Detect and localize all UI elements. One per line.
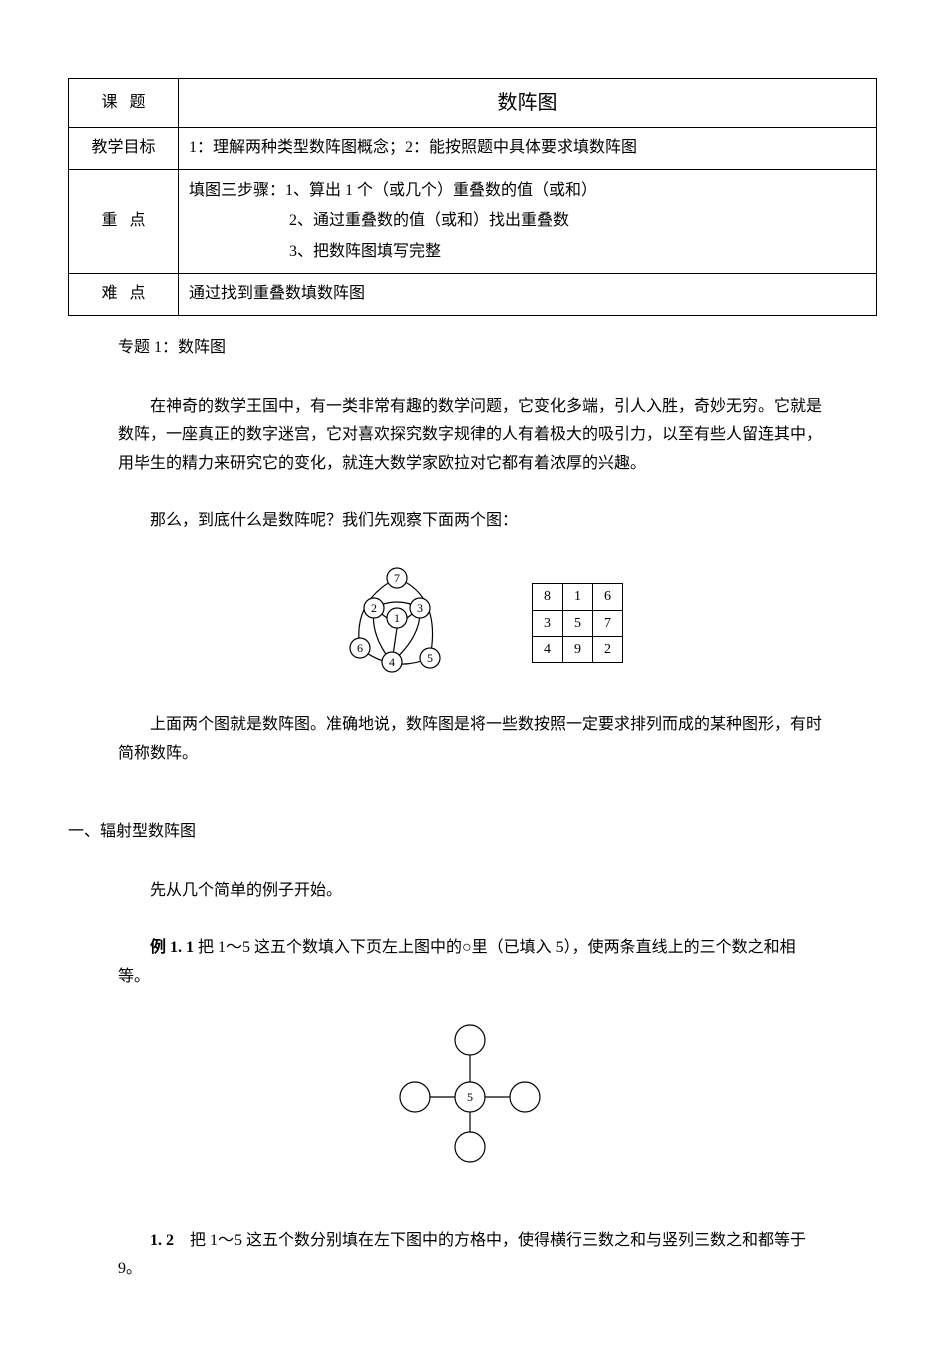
lesson-meta-table: 课题 数阵图 教学目标 1：理解两种类型数阵图概念；2：能按照题中具体要求填数阵… [68,78,877,316]
section-1-title: 一、辐射型数阵图 [68,818,827,847]
magic-cell: 6 [593,584,623,610]
diagram-node-label: 3 [417,601,423,615]
magic-cell: 2 [593,636,623,662]
zhongdian-text: 填图三步骤：1、算出 1 个（或几个）重叠数的值（或和） 2、通过重叠数的值（或… [179,169,877,273]
zhongdian-line-1: 2、通过重叠数的值（或和）找出重叠数 [189,206,866,236]
cross-node [455,1025,485,1055]
mubiao-text: 1：理解两种类型数阵图概念；2：能按照题中具体要求填数阵图 [179,128,877,170]
cross-node [400,1082,430,1112]
cross-diagram: 5 [390,1022,555,1167]
keti-label: 课题 [69,79,179,128]
diagram-node-label: 2 [371,601,377,615]
content-body: 专题 1：数阵图 在神奇的数学王国中，有一类非常有趣的数学问题，它变化多端，引人… [68,334,877,1284]
diagram-node-label: 4 [389,655,395,669]
zhongdian-line-2: 3、把数阵图填写完整 [189,237,866,267]
diagram-node-label: 6 [357,641,363,655]
magic-cell: 4 [533,636,563,662]
intro-paragraph-1: 在神奇的数学王国中，有一类非常有趣的数学问题，它变化多端，引人入胜，奇妙无穷。它… [118,393,827,479]
intro-paragraph-3: 上面两个图就是数阵图。准确地说，数阵图是将一些数按照一定要求排列而成的某种图形，… [118,711,827,769]
example-1-2: 1. 2 把 1～5 这五个数分别填在左下图中的方格中，使得横行三数之和与竖列三… [118,1227,827,1285]
zhongdian-label: 重点 [69,169,179,273]
magic-cell: 7 [593,610,623,636]
example-1-1-text: 把 1～5 这五个数填入下页左上图中的○里（已填入 5），使两条直线上的三个数之… [118,939,796,985]
table-row: 357 [533,610,623,636]
topic-title: 专题 1：数阵图 [118,334,827,363]
magic-square-table: 816357492 [532,583,623,663]
table-row: 816 [533,584,623,610]
zhongdian-line-0: 填图三步骤：1、算出 1 个（或几个）重叠数的值（或和） [189,176,866,206]
example-1-1: 例 1. 1 把 1～5 这五个数填入下页左上图中的○里（已填入 5），使两条直… [118,934,827,992]
nandian-label: 难点 [69,273,179,315]
example-1-2-text: 把 1～5 这五个数分别填在左下图中的方格中，使得横行三数之和与竖列三数之和都等… [118,1232,806,1278]
example-1-1-label: 例 1. 1 [150,939,194,956]
magic-cell: 9 [563,636,593,662]
diagram-node-label: 1 [394,611,400,625]
nandian-text: 通过找到重叠数填数阵图 [179,273,877,315]
lesson-title: 数阵图 [179,79,877,128]
magic-cell: 1 [563,584,593,610]
cross-figure-row: 5 [118,1022,827,1167]
intro-figure-row: 7231645 816357492 [118,566,827,681]
cross-node [455,1132,485,1162]
example-1-2-label: 1. 2 [150,1232,174,1249]
magic-cell: 5 [563,610,593,636]
cross-node [510,1082,540,1112]
diagram-node-label: 5 [427,651,433,665]
cross-node-label: 5 [467,1090,473,1104]
section-1-intro: 先从几个简单的例子开始。 [118,877,827,906]
diagram-node-label: 7 [394,571,400,585]
table-row: 492 [533,636,623,662]
intro-paragraph-2: 那么，到底什么是数阵呢？我们先观察下面两个图： [118,507,827,536]
intro-number-diagram: 7 2 3 1 6 4 5 [322,566,472,681]
magic-cell: 8 [533,584,563,610]
mubiao-label: 教学目标 [69,128,179,170]
magic-cell: 3 [533,610,563,636]
